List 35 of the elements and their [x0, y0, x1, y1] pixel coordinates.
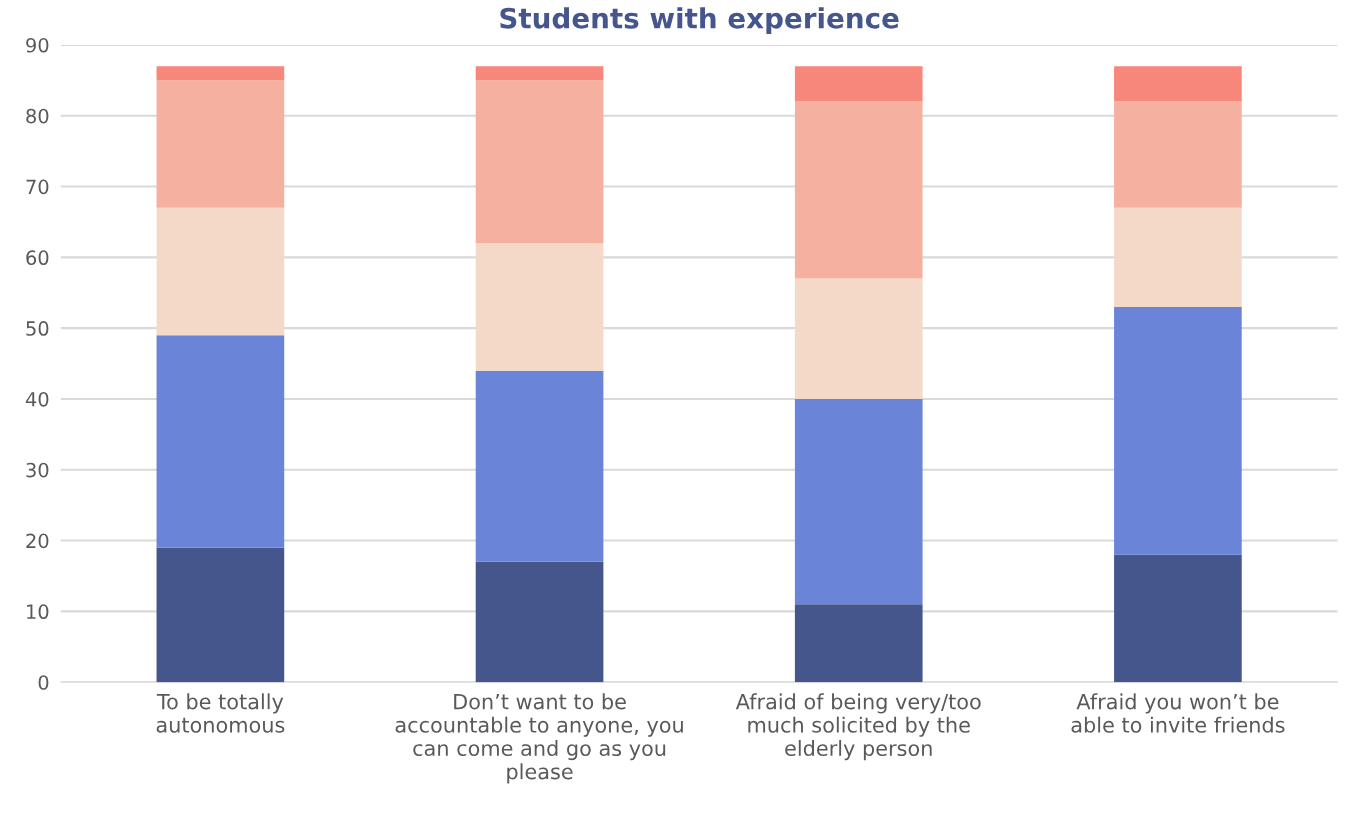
bar	[794, 278, 923, 399]
bar	[475, 80, 604, 244]
bar	[1114, 66, 1242, 102]
bar	[156, 207, 285, 336]
bar	[475, 243, 604, 371]
bar	[475, 561, 604, 683]
bar	[156, 66, 285, 81]
y-tick-label: 60	[26, 250, 49, 266]
y-tick-label: 80	[26, 108, 49, 124]
y-tick-label: 70	[26, 179, 49, 195]
bar	[156, 335, 285, 548]
bar	[475, 66, 604, 81]
bar	[794, 66, 923, 102]
bar	[156, 547, 285, 683]
x-tick-label: Don’t want to be accountable to anyone, you can come and go as you please	[395, 693, 683, 784]
chart-title: Students with experience	[500, 7, 899, 35]
bar	[475, 370, 604, 562]
y-tick-label: 40	[25, 391, 49, 407]
bar	[794, 604, 923, 683]
bar	[1114, 207, 1242, 307]
bar	[1114, 101, 1242, 208]
bar	[794, 101, 923, 279]
bar	[1114, 554, 1242, 683]
bar	[794, 398, 923, 605]
y-tick-label: 30	[26, 462, 49, 478]
y-tick-label: 50	[26, 321, 49, 336]
x-tick-label: Afraid you won’t be able to invite friends	[1071, 693, 1285, 733]
y-tick-label: 20	[26, 533, 49, 549]
y-tick-label: 10	[27, 604, 49, 620]
x-tick-label: Afraid of being very/too much solicited by the elderly person	[735, 693, 981, 761]
bar	[156, 80, 285, 208]
bar	[1114, 306, 1242, 555]
x-tick-label: To be totally autonomous	[156, 693, 285, 733]
y-tick-label: 90	[26, 37, 49, 53]
y-tick-label: 0	[38, 675, 49, 690]
